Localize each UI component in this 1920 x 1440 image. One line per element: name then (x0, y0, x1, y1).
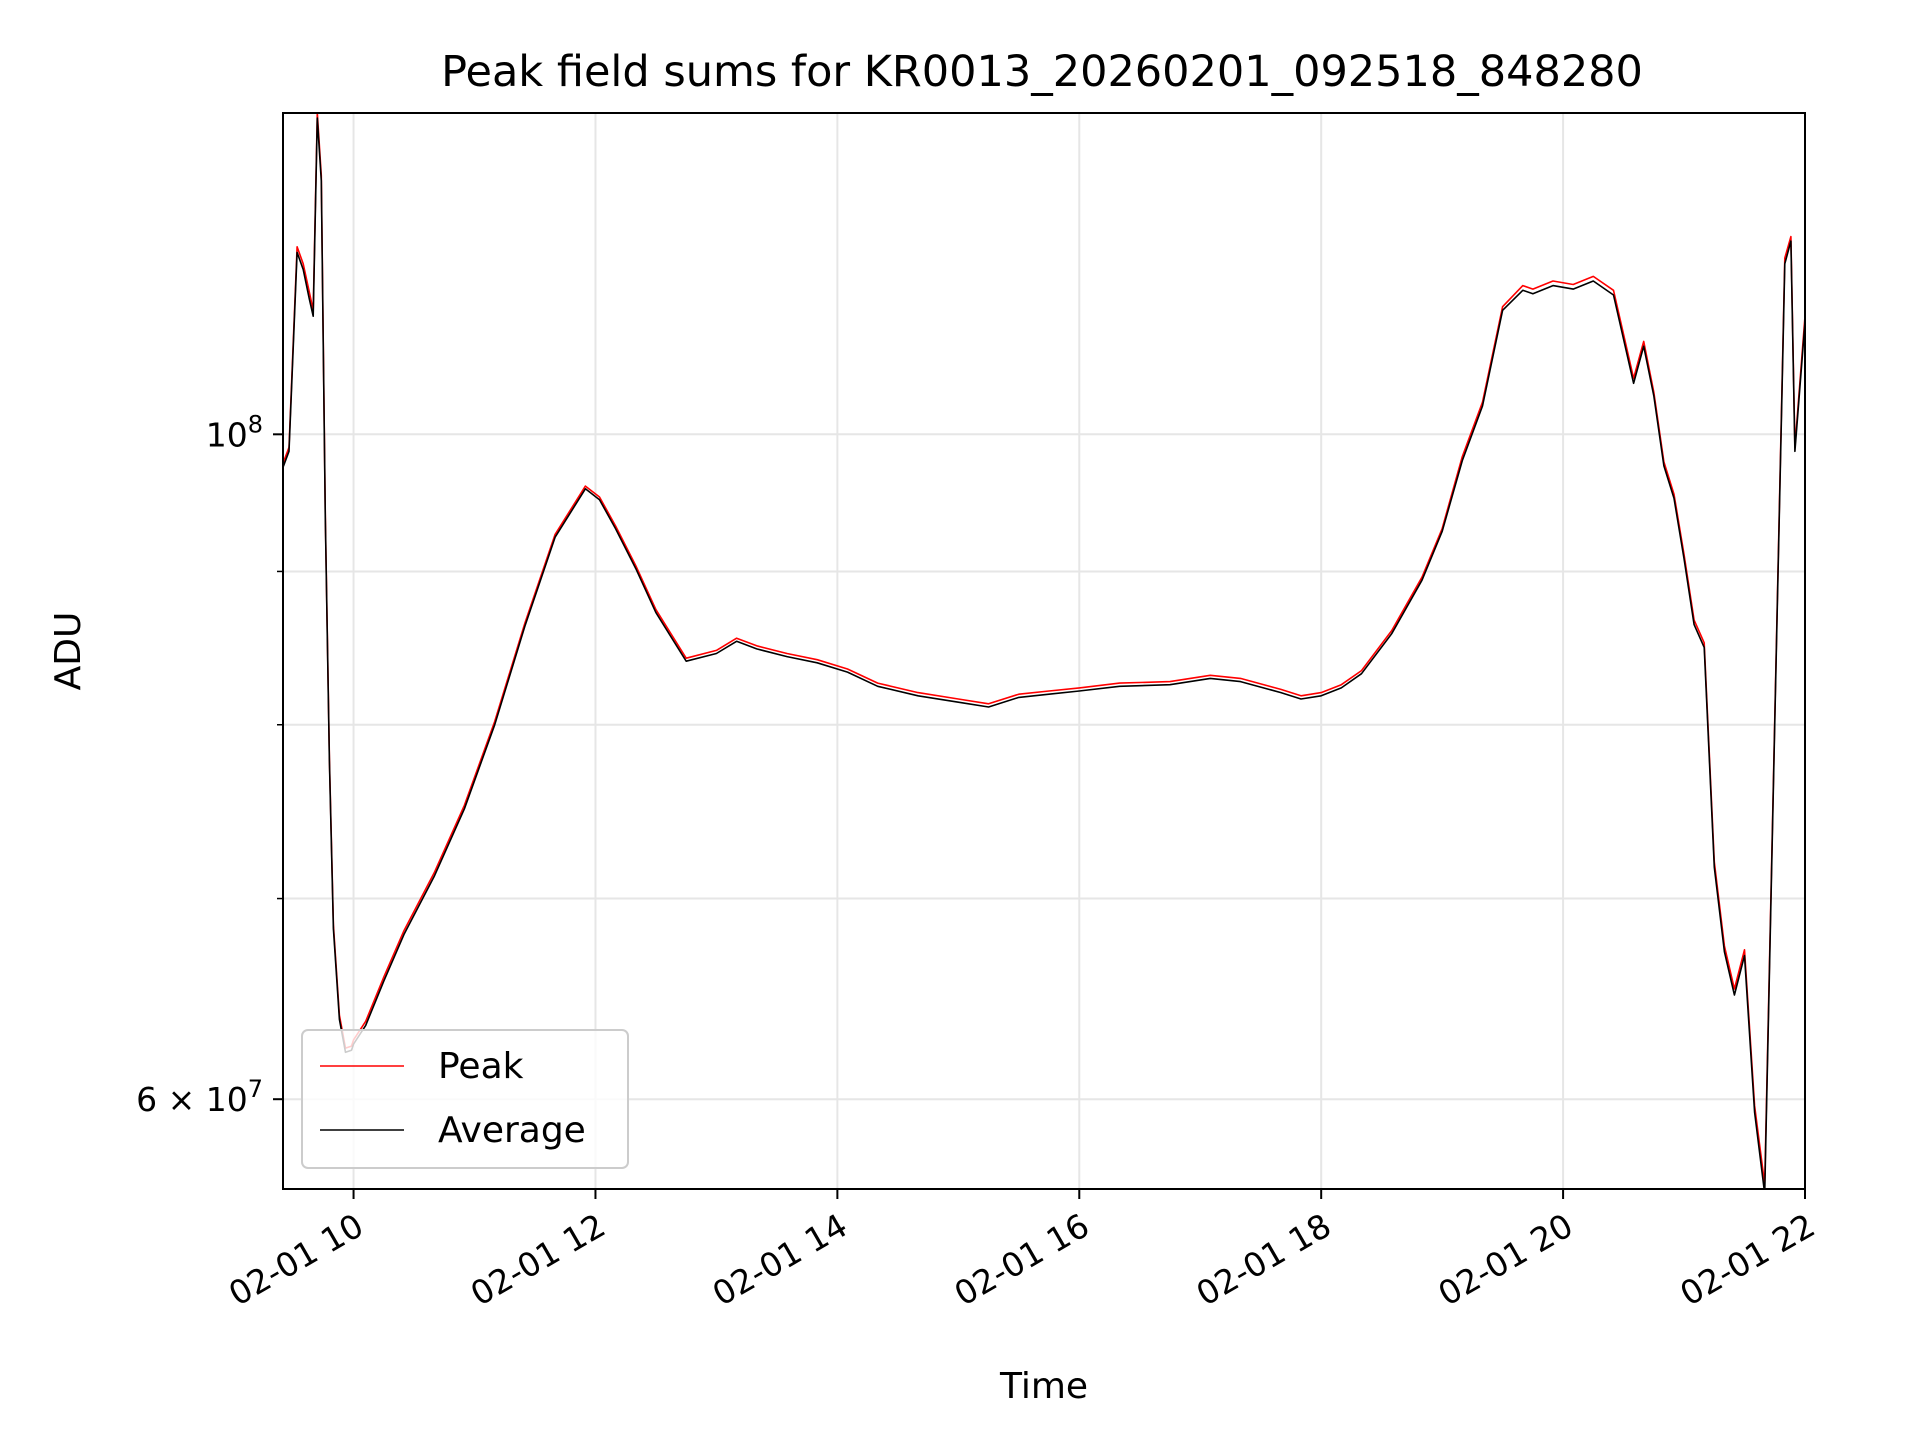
legend-label-peak: Peak (438, 1046, 524, 1087)
x-axis-title: Time (999, 1366, 1088, 1407)
legend-box (301, 1029, 629, 1169)
peak-series-line (283, 113, 1805, 1186)
grid-layer (283, 113, 1806, 1189)
y-tick-label: 6 × 107 (136, 1075, 263, 1119)
x-tick-label: 02-01 20 (1431, 1206, 1579, 1314)
x-tick-label: 02-01 22 (1673, 1206, 1821, 1314)
x-tick-label: 02-01 18 (1190, 1206, 1338, 1314)
axes-layer: 02-01 10 02-01 12 02-01 14 02-01 16 02-01 18… (136, 410, 1821, 1313)
chart-title: Peak field sums for KR0013_20260201_0925… (441, 47, 1643, 97)
x-tick-label: 02-01 10 (222, 1206, 370, 1314)
y-axis-title: ADU (48, 612, 89, 691)
legend-label-average: Average (438, 1110, 586, 1151)
x-tick-label: 02-01 12 (464, 1206, 612, 1314)
x-tick-label: 02-01 14 (706, 1206, 854, 1314)
y-tick-label: 108 (206, 410, 263, 454)
x-tick-label: 02-01 16 (948, 1206, 1096, 1314)
plot-frame (282, 112, 1806, 1190)
legend: Peak Average (301, 1029, 629, 1169)
